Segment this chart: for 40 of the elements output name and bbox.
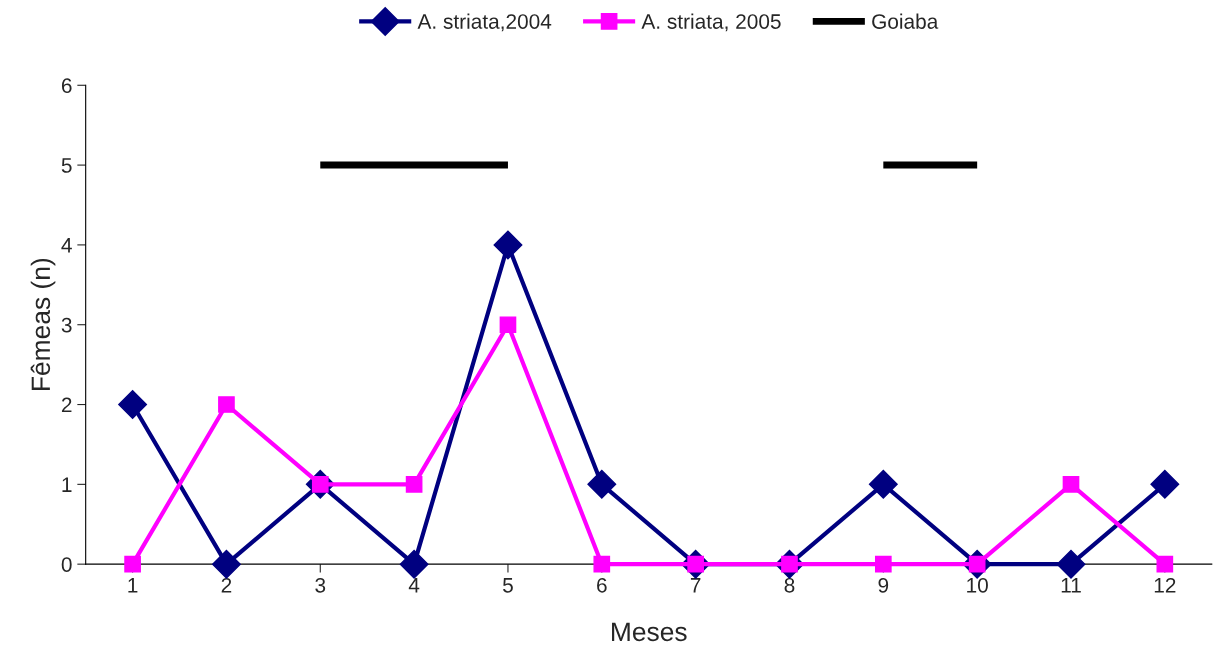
y-axis-title: Fêmeas (n) [30,258,56,390]
x-axis-title: Meses [612,622,687,642]
y-tick-label: 1 [62,477,72,492]
point [399,549,429,579]
point [593,555,611,573]
point [218,396,235,413]
x-tick-label: 1 [128,578,138,593]
point [1150,469,1180,499]
point [493,230,523,260]
x-tick-label: 6 [597,577,607,593]
point [587,469,617,499]
x-tick-label: 3 [315,577,326,593]
point [1156,555,1174,573]
x-tick-label: 10 [967,577,988,593]
point [211,549,241,579]
point [124,555,141,573]
point [868,469,898,499]
point [405,476,423,493]
point [1062,476,1080,493]
x-tick-label: 4 [408,578,420,593]
point [1056,549,1086,579]
y-tick-label: 0 [61,557,72,572]
x-tick-label: 8 [784,577,795,593]
y-tick-label: 5 [61,158,72,173]
x-tick-label: 5 [503,578,513,593]
y-tick-label: 4 [61,238,72,253]
point [499,316,517,334]
x-tick-label: 7 [690,578,701,593]
y-tick-label: 6 [61,78,72,94]
legend-label: A. striata,2004 [417,13,552,32]
x-tick-label: 9 [878,577,889,593]
y-tick-label: 2 [61,397,72,413]
legend-label: A. striata, 2005 [641,13,781,32]
point [118,390,148,419]
x-tick-label: 11 [1061,578,1081,593]
point [874,555,892,573]
y-tick-label: 3 [61,317,72,333]
x-tick-label: 2 [221,577,232,593]
x-tick-label: 12 [1154,577,1176,593]
legend-label: Goiaba [872,13,939,29]
